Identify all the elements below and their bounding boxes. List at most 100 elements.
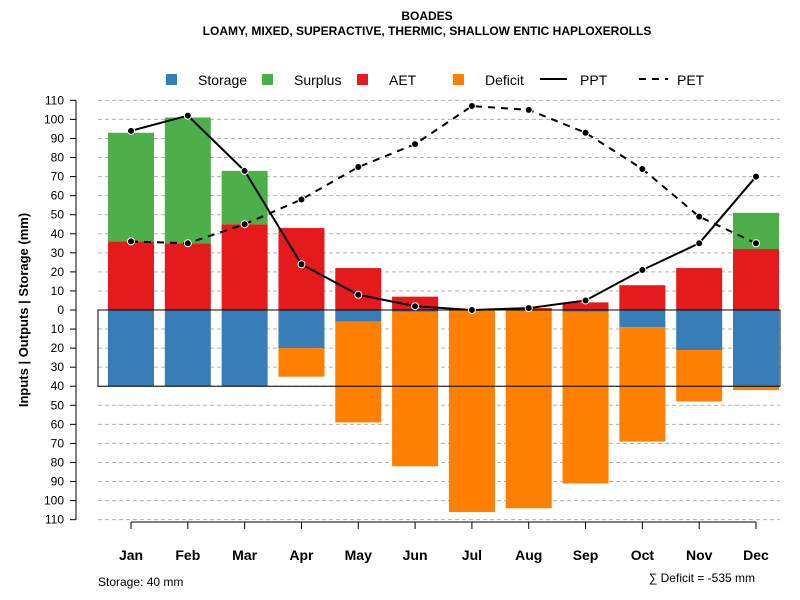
deficit-bar xyxy=(619,327,666,442)
y-tick-label: 20 xyxy=(51,265,65,279)
y-tick-label: 20 xyxy=(51,341,65,355)
storage-bar xyxy=(676,310,723,351)
storage-bar xyxy=(733,310,779,387)
storage-bar xyxy=(562,310,609,312)
surplus-bar xyxy=(108,132,154,242)
x-tick-label-feb: Feb xyxy=(175,547,200,563)
deficit-footnote: ∑ Deficit = -535 mm xyxy=(649,571,755,585)
deficit-bar xyxy=(448,310,495,513)
aet-bar xyxy=(221,224,268,310)
pet-point xyxy=(240,220,249,229)
legend-label-pet: PET xyxy=(677,72,705,88)
ppt-point xyxy=(354,290,363,299)
ppt-point xyxy=(695,239,704,248)
ppt-point xyxy=(183,111,192,120)
x-tick-label-aug: Aug xyxy=(515,547,542,563)
ppt-point xyxy=(467,306,476,314)
bars xyxy=(97,117,781,513)
y-tick-label: 80 xyxy=(51,151,65,165)
pet-point xyxy=(695,212,704,221)
legend-label-ppt: PPT xyxy=(580,72,608,88)
storage-bar xyxy=(619,310,666,328)
y-tick-label: 100 xyxy=(44,112,64,126)
aet-bar xyxy=(733,249,779,310)
x-tick-label-may: May xyxy=(345,547,372,563)
y-tick-label: 60 xyxy=(51,417,65,431)
deficit-bar xyxy=(505,310,552,509)
aet-bar xyxy=(676,268,723,310)
ppt-point xyxy=(581,296,590,305)
y-tick-label: 30 xyxy=(51,246,65,260)
deficit-bar xyxy=(278,348,325,377)
pet-point xyxy=(524,105,533,114)
storage-bar xyxy=(278,310,325,349)
y-tick-label: 40 xyxy=(51,227,65,241)
deficit-bar xyxy=(335,321,382,423)
ppt-point xyxy=(524,304,533,313)
x-tick-label-apr: Apr xyxy=(289,547,314,563)
legend-label-deficit: Deficit xyxy=(485,72,524,88)
x-tick-label-oct: Oct xyxy=(631,547,655,563)
storage-bar xyxy=(108,310,154,387)
pet-point xyxy=(752,239,760,248)
x-tick-label-mar: Mar xyxy=(232,547,257,563)
deficit-bar xyxy=(562,311,609,484)
legend-label-storage: Storage xyxy=(198,72,247,88)
ppt-point xyxy=(297,260,306,269)
y-tick-label: 90 xyxy=(51,475,65,489)
y-tick-label: 110 xyxy=(45,93,64,107)
ppt-point xyxy=(752,172,760,181)
y-tick-label: 70 xyxy=(51,436,65,450)
y-tick-label: 10 xyxy=(51,284,65,298)
storage-capacity-box xyxy=(97,309,781,387)
chart-subtitle: LOAMY, MIXED, SUPERACTIVE, THERMIC, SHAL… xyxy=(203,24,652,38)
pet-point xyxy=(581,128,590,137)
aet-bar xyxy=(619,285,666,310)
legend-swatch-storage xyxy=(166,74,177,85)
y-tick-label: 80 xyxy=(51,455,65,469)
pet-point xyxy=(638,164,647,173)
axes: 1101009080706050403020100102030405060708… xyxy=(44,93,769,563)
storage-bar xyxy=(392,310,439,312)
legend-swatch-aet xyxy=(357,74,368,85)
legend-label-aet: AET xyxy=(389,72,417,88)
ppt-line xyxy=(130,114,757,312)
storage-footnote: Storage: 40 mm xyxy=(98,575,183,589)
legend-swatch-deficit xyxy=(453,74,464,85)
aet-bar xyxy=(562,302,609,310)
legend-label-surplus: Surplus xyxy=(294,72,341,88)
x-tick-label-jan: Jan xyxy=(119,547,143,563)
chart-title: BOADES xyxy=(401,9,452,23)
deficit-bar xyxy=(676,350,723,402)
y-tick-label: 30 xyxy=(51,360,65,374)
y-tick-label: 110 xyxy=(45,513,64,527)
y-tick-label: 50 xyxy=(51,208,65,222)
pet-point xyxy=(411,140,420,149)
deficit-bar xyxy=(733,386,779,391)
x-tick-label-sep: Sep xyxy=(573,547,599,563)
y-tick-label: 60 xyxy=(51,189,65,203)
y-tick-label: 0 xyxy=(57,303,64,317)
aet-bar xyxy=(108,241,154,310)
legend: Storage Surplus AET Deficit PPT PET xyxy=(166,72,705,88)
aet-bar xyxy=(278,228,325,310)
lines xyxy=(127,102,760,314)
legend-swatch-surplus xyxy=(262,74,273,85)
storage-bar xyxy=(335,310,382,322)
y-tick-label: 10 xyxy=(51,322,65,336)
pet-point xyxy=(467,102,476,111)
storage-bar xyxy=(221,310,268,387)
x-tick-label-dec: Dec xyxy=(743,547,769,563)
pet-point xyxy=(297,195,306,204)
y-tick-label: 90 xyxy=(51,131,65,145)
storage-bar xyxy=(164,310,211,387)
y-tick-label: 40 xyxy=(51,379,65,393)
ppt-point xyxy=(638,265,647,274)
aet-bar xyxy=(335,268,382,310)
pet-point xyxy=(127,237,135,246)
x-tick-label-jun: Jun xyxy=(403,547,428,563)
aet-bar xyxy=(164,243,211,310)
y-axis-label: Inputs | Outputs | Storage (mm) xyxy=(16,213,31,407)
pet-line xyxy=(130,105,757,245)
